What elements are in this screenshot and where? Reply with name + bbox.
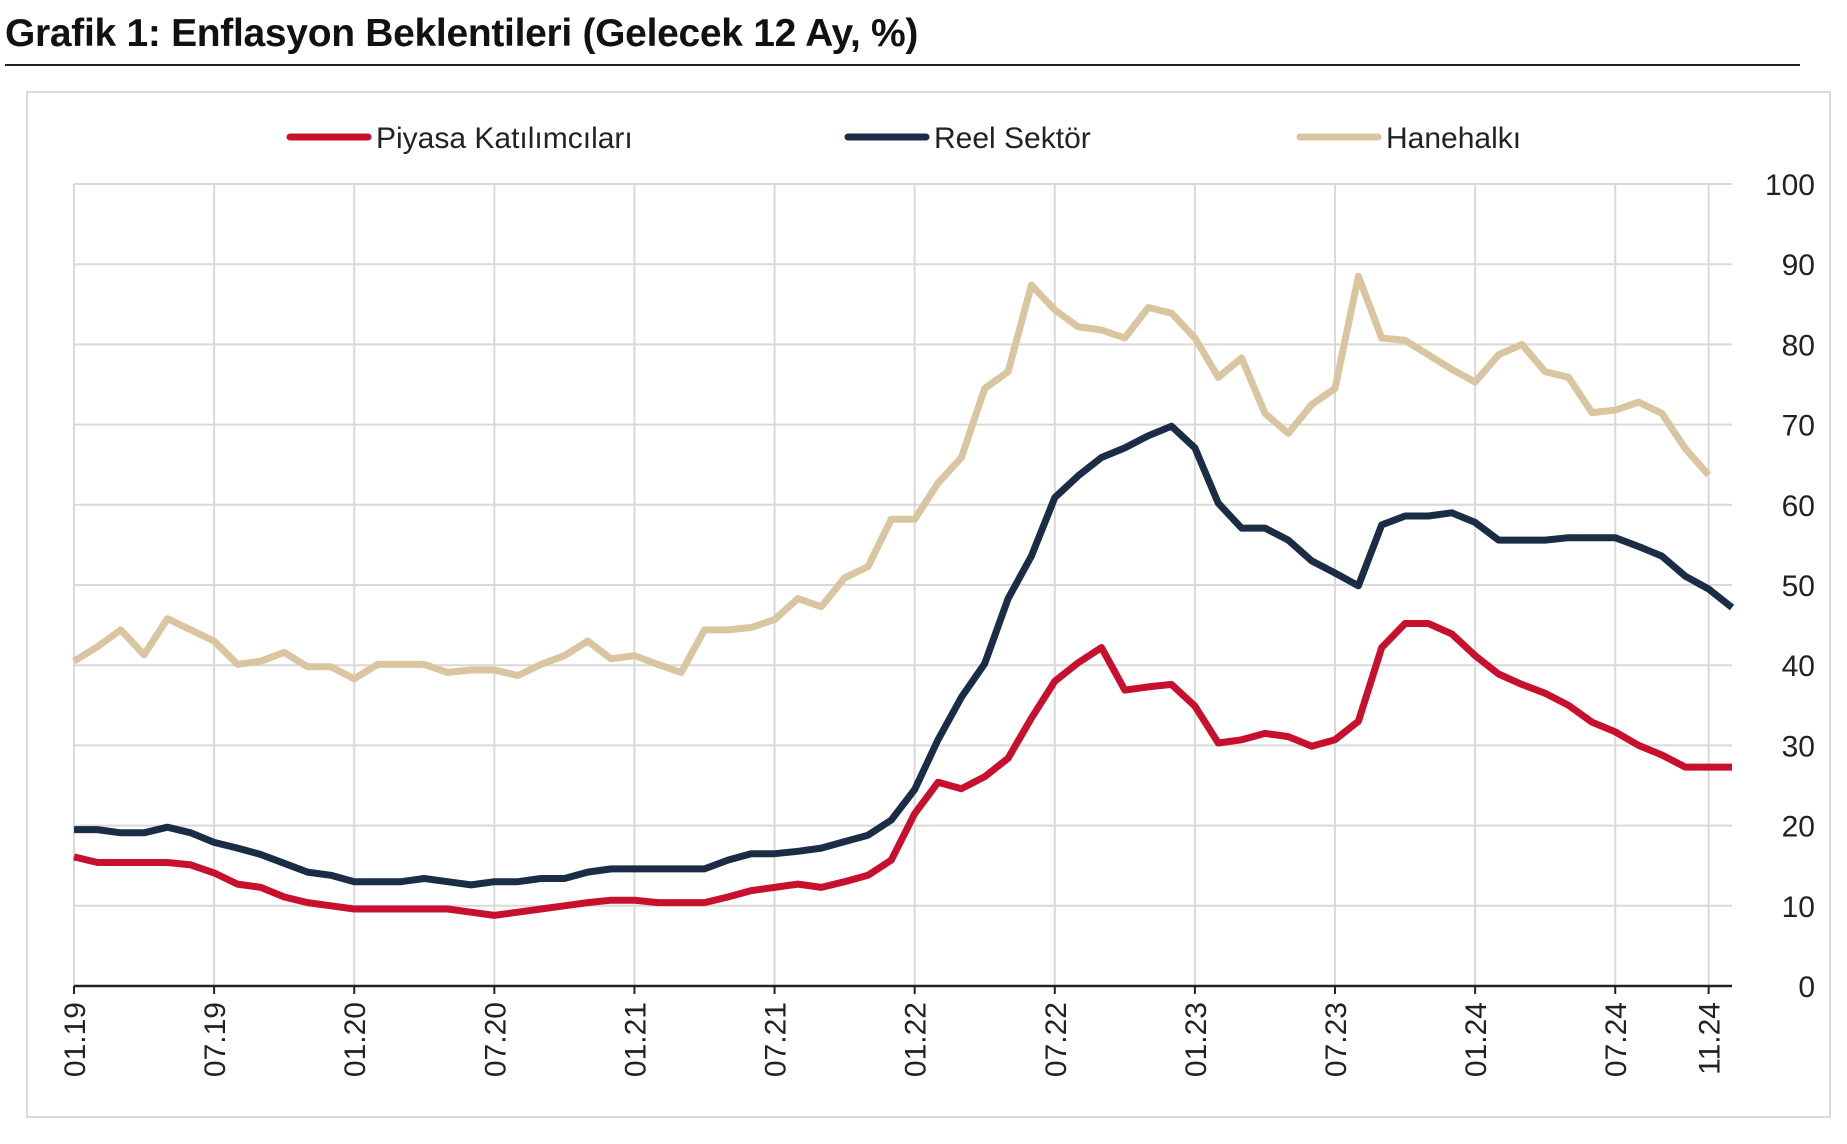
x-tick-label: 07.20	[479, 1002, 512, 1077]
grid-lines	[73, 183, 1732, 986]
series-line-3	[72, 272, 1712, 683]
y-tick-label: 80	[1782, 329, 1815, 362]
axes: 0 10 20 30 40 50 60 70 80 90 100 01.19 07.19 01.20 07.…	[59, 169, 1815, 1077]
legend: Piyasa Katılımcıları Reel Sektör Hanehalkı	[286, 122, 1521, 155]
y-tick-label: 10	[1782, 891, 1815, 924]
series-lines	[72, 272, 1735, 919]
chart-frame: 0 10 20 30 40 50 60 70 80 90 100 01.19 07.19 01.20 07.…	[26, 91, 1831, 1118]
y-tick-label: 0	[1798, 971, 1815, 1004]
inflation-expectations-chart: 0 10 20 30 40 50 60 70 80 90 100 01.19 07.19 01.20 07.…	[59, 122, 1815, 1077]
x-tick-label: 01.23	[1180, 1002, 1213, 1077]
x-tick-label: 01.19	[59, 1002, 92, 1077]
x-tick-label: 07.24	[1600, 1002, 1633, 1077]
title-divider	[5, 64, 1800, 66]
y-tick-label: 40	[1782, 650, 1815, 683]
page-title: Grafik 1: Enflasyon Beklentileri (Gelece…	[5, 12, 919, 55]
series-line-2	[74, 422, 1735, 889]
y-tick-label: 50	[1782, 570, 1815, 603]
y-tick-label: 90	[1782, 249, 1815, 282]
y-tick-label: 100	[1765, 169, 1815, 202]
x-tick-label: 11.24	[1694, 1002, 1727, 1075]
y-tick-label: 60	[1782, 490, 1815, 523]
y-tick-label: 20	[1782, 811, 1815, 844]
series-line-1	[73, 620, 1732, 919]
x-tick-label: 07.21	[760, 1002, 793, 1077]
x-tick-label: 07.23	[1320, 1002, 1353, 1077]
x-tick-label: 01.22	[900, 1002, 933, 1077]
x-tick-label: 07.22	[1040, 1002, 1073, 1077]
x-tick-label: 01.20	[339, 1002, 372, 1077]
legend-label: Hanehalkı	[1386, 122, 1521, 155]
legend-label: Reel Sektör	[934, 122, 1091, 155]
x-tick-label: 01.24	[1460, 1002, 1493, 1077]
x-tick-label: 07.19	[199, 1002, 232, 1077]
x-tick-label: 01.21	[619, 1002, 652, 1077]
legend-label: Piyasa Katılımcıları	[376, 122, 633, 155]
y-tick-label: 70	[1782, 410, 1815, 443]
y-tick-label: 30	[1782, 730, 1815, 763]
